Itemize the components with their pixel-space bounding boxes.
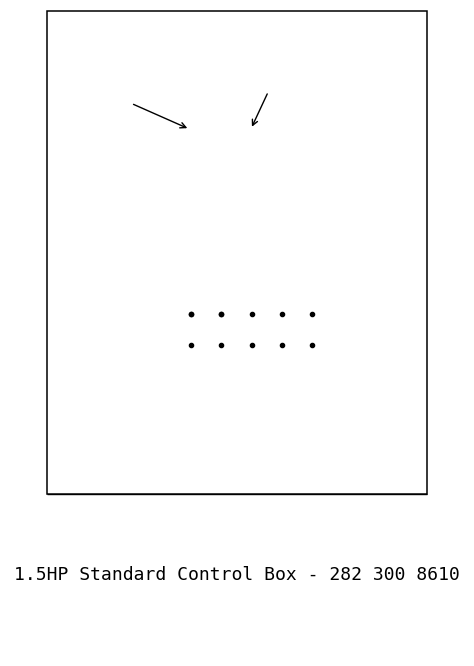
Text: BLK: BLK xyxy=(172,383,188,392)
Text: RUN CAPACITOR: RUN CAPACITOR xyxy=(94,92,164,101)
Text: RED: RED xyxy=(305,281,314,295)
Text: YEL: YEL xyxy=(230,354,244,362)
Text: BLK: BLK xyxy=(275,346,289,355)
Bar xyxy=(206,166,218,181)
Text: 2: 2 xyxy=(179,278,183,287)
Text: RELAY: RELAY xyxy=(140,273,167,282)
Text: L1: L1 xyxy=(187,346,196,355)
Text: START CAPACITOR: START CAPACITOR xyxy=(270,82,351,91)
Text: LINE POWER
FROM TWO POLE
FUSED SWITCH OR
CIRCUIT BREAKER,
AND OTHER CONTROL
IF U: LINE POWER FROM TWO POLE FUSED SWITCH OR… xyxy=(46,350,132,411)
Bar xyxy=(178,73,223,167)
Text: RED: RED xyxy=(305,346,319,355)
Bar xyxy=(261,166,273,181)
Bar xyxy=(184,166,195,181)
Text: 1: 1 xyxy=(122,278,127,287)
Text: GROUND
LEAD: GROUND LEAD xyxy=(344,436,376,455)
Text: YEL: YEL xyxy=(245,346,259,355)
Text: BLK: BLK xyxy=(275,281,284,295)
Bar xyxy=(46,11,428,494)
Text: RED: RED xyxy=(256,274,273,283)
Text: YEL: YEL xyxy=(256,250,273,260)
Bar xyxy=(239,166,250,181)
Bar xyxy=(153,266,365,402)
Text: BLK: BLK xyxy=(194,182,208,192)
Text: L2: L2 xyxy=(217,346,226,355)
Text: TO
MOTOR: TO MOTOR xyxy=(383,414,410,434)
Bar xyxy=(219,350,254,366)
Text: YEL: YEL xyxy=(245,281,254,295)
Bar xyxy=(233,73,278,167)
Bar xyxy=(123,257,184,298)
Text: BLK: BLK xyxy=(328,170,344,179)
Text: ORG: ORG xyxy=(163,212,179,220)
Text: GROUND
LEAD: GROUND LEAD xyxy=(137,314,169,333)
Bar xyxy=(176,314,328,345)
Text: 1.5HP Standard Control Box - 282 300 8610: 1.5HP Standard Control Box - 282 300 861… xyxy=(14,565,460,583)
Text: RED: RED xyxy=(328,180,344,188)
Text: BLK: BLK xyxy=(317,376,333,385)
Text: 5: 5 xyxy=(179,254,183,264)
